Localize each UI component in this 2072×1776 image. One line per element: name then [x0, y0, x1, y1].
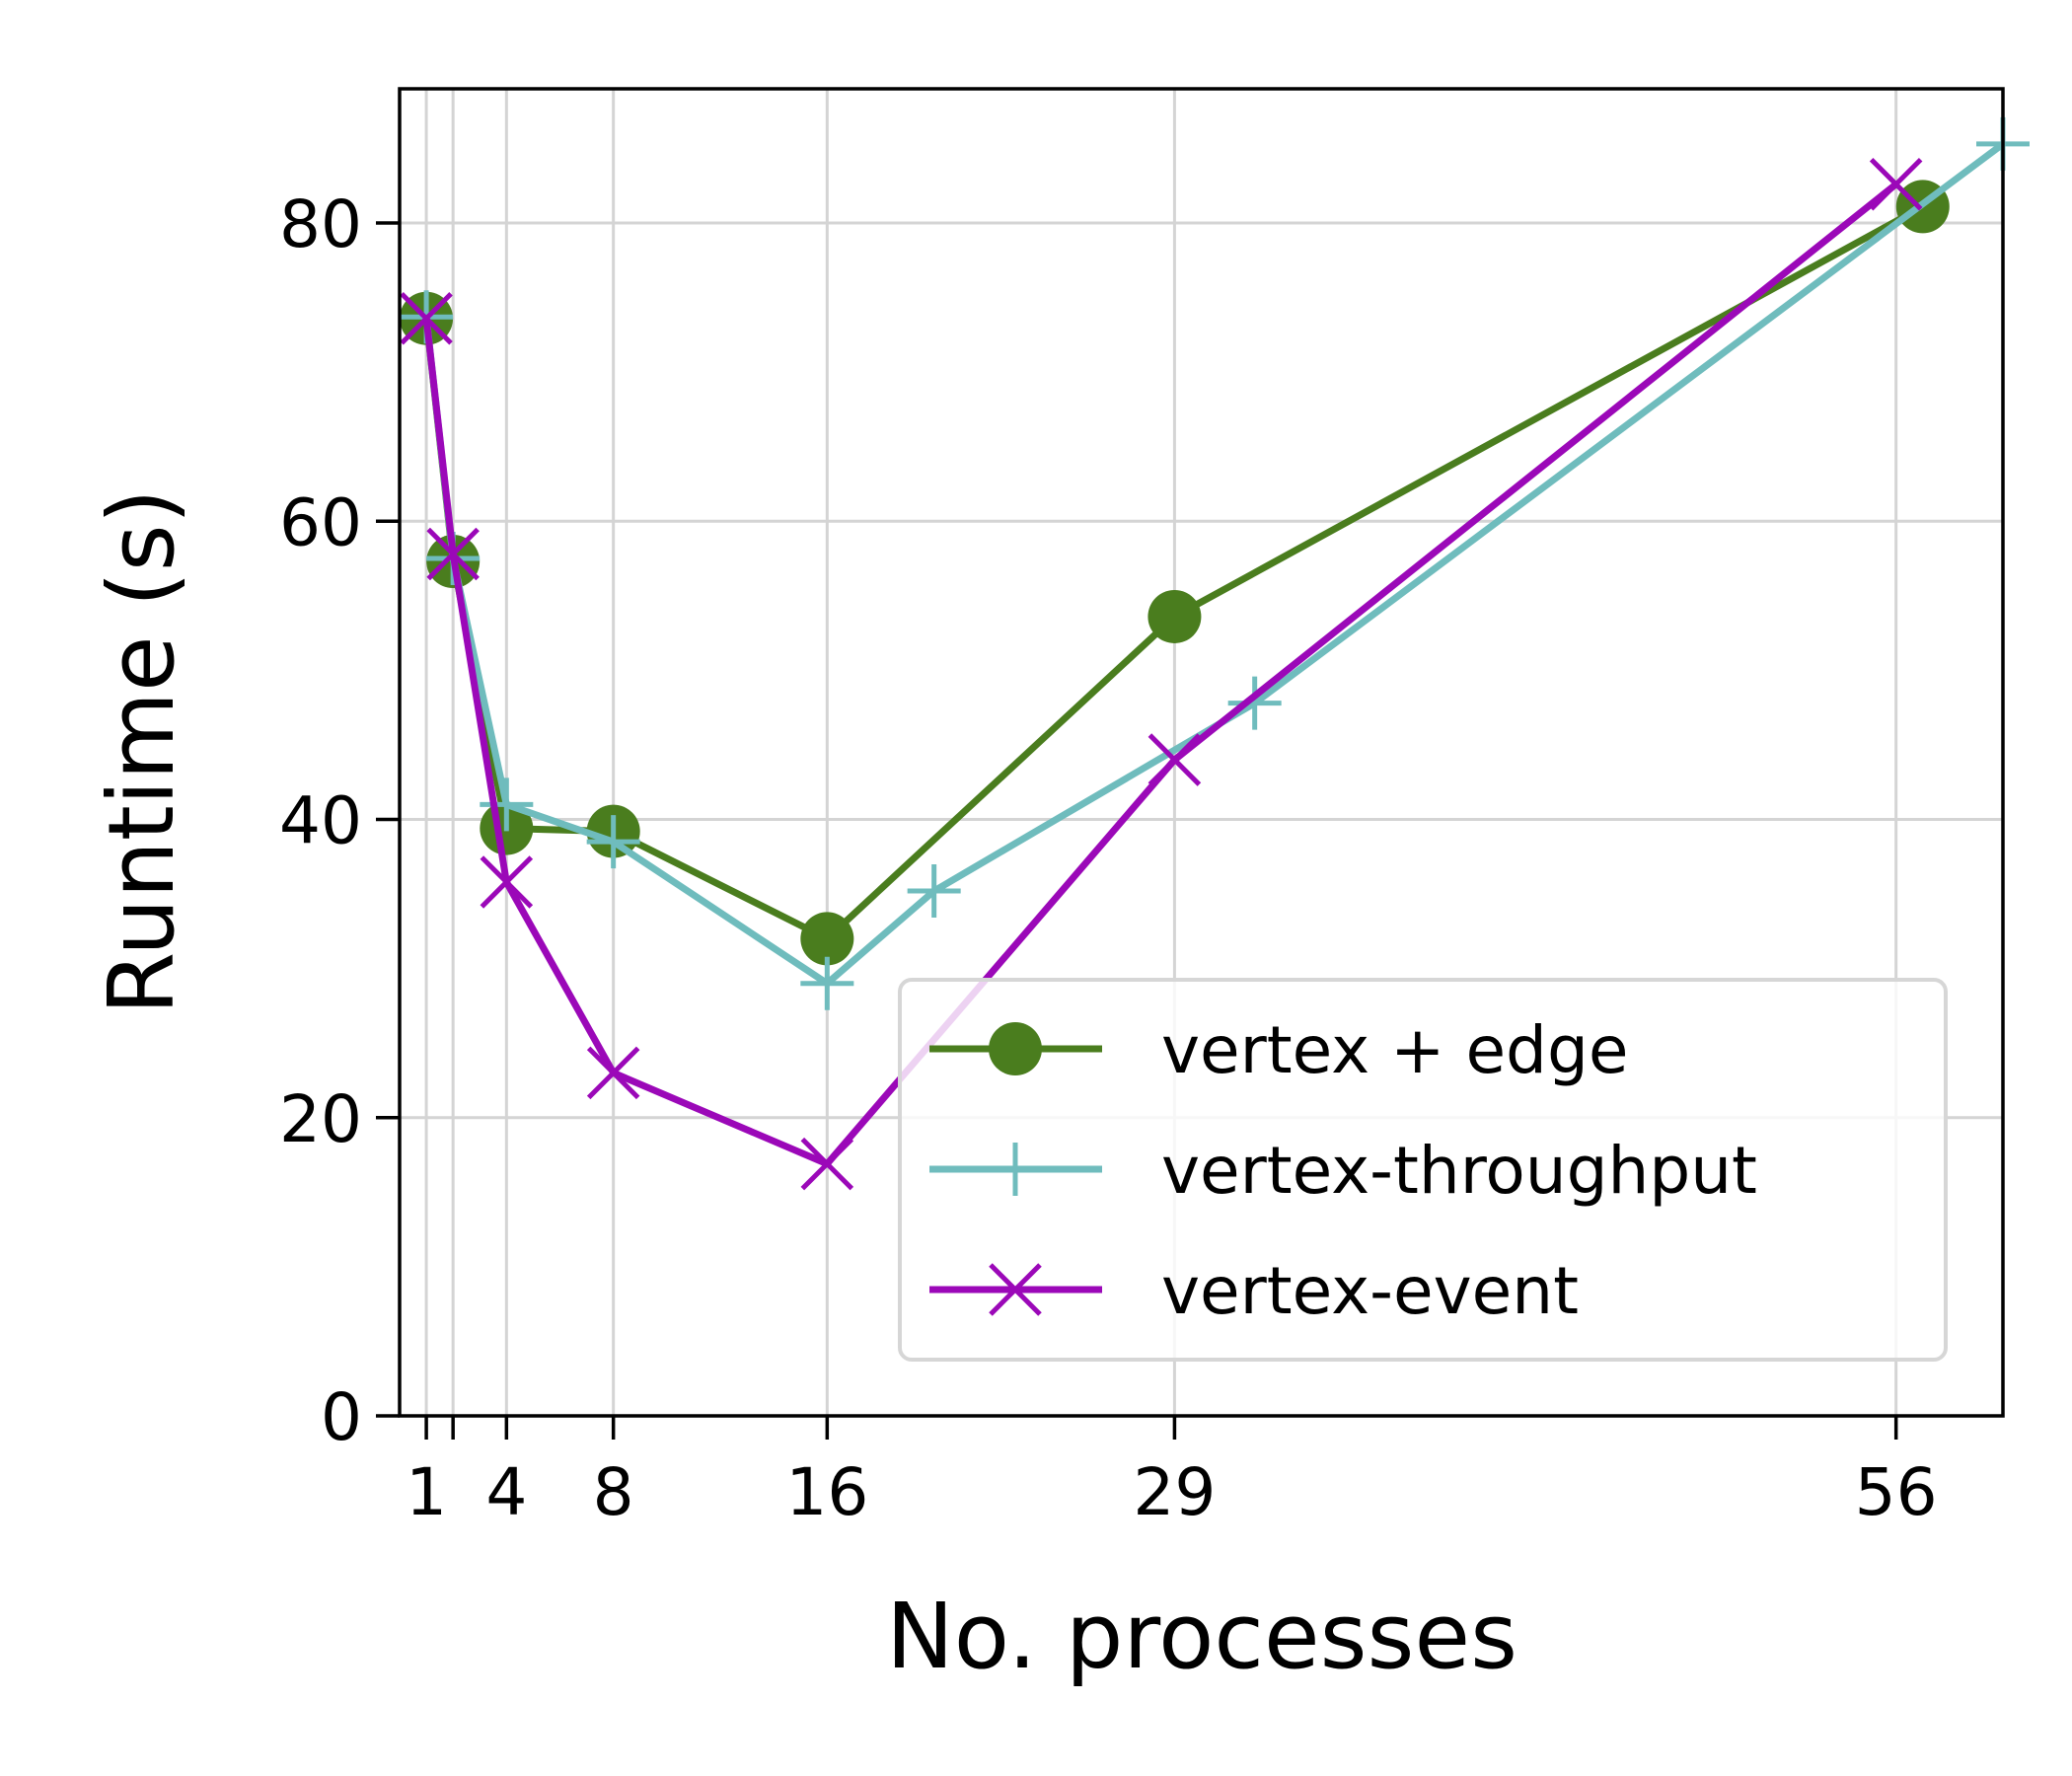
- data-point-plus: [907, 864, 961, 919]
- data-point-x: [1147, 733, 1202, 786]
- legend: vertex + edge vertex-throughput vertex-eve…: [898, 978, 1948, 1362]
- legend-item: vertex + edge: [929, 1012, 1628, 1088]
- data-point-x: [480, 855, 534, 909]
- y-tick-label: 40: [279, 783, 362, 859]
- data-point-plus: [586, 815, 640, 869]
- data-point-circle: [989, 1022, 1042, 1075]
- y-tick-label: 0: [321, 1379, 362, 1455]
- x-tick-label: 4: [485, 1454, 527, 1530]
- legend-label: vertex-throughput: [1161, 1133, 1757, 1209]
- legend-item: vertex-throughput: [929, 1133, 1757, 1209]
- x-tick-label: 8: [593, 1454, 634, 1530]
- y-axis-title: Runtime (s): [89, 488, 194, 1014]
- data-point-x: [400, 291, 453, 345]
- legend-label: vertex-event: [1161, 1253, 1579, 1329]
- data-point-x: [1869, 157, 1923, 211]
- data-point-x: [586, 1046, 640, 1100]
- series-vertex-event: [400, 157, 1923, 1191]
- x-axis-title: No. processes: [886, 1584, 1517, 1689]
- data-point-plus: [480, 777, 534, 832]
- y-tick-label: 20: [279, 1081, 362, 1157]
- y-tick-label: 80: [279, 186, 362, 262]
- y-tick-label: 60: [279, 484, 362, 560]
- legend-box: [898, 978, 1948, 1362]
- series-layer: [400, 116, 2030, 1191]
- x-tick-label: 1: [406, 1454, 447, 1530]
- x-tick-label: 16: [785, 1454, 868, 1530]
- y-axis-ticks: 0 20 40 60 80: [279, 186, 400, 1455]
- legend-item: vertex-event: [929, 1253, 1579, 1329]
- data-point-plus: [800, 956, 854, 1010]
- data-point-plus: [1227, 676, 1282, 730]
- data-point-x: [800, 1137, 854, 1191]
- data-point-circle: [800, 912, 854, 966]
- data-point-plus: [989, 1143, 1042, 1196]
- x-tick-label: 56: [1855, 1454, 1938, 1530]
- data-point-x: [426, 527, 480, 581]
- data-point-x: [989, 1263, 1042, 1316]
- x-tick-label: 29: [1133, 1454, 1216, 1530]
- data-point-circle: [1147, 589, 1202, 643]
- x-axis-ticks: 1 4 8 16 29 56: [406, 1416, 1938, 1530]
- legend-label: vertex + edge: [1161, 1012, 1628, 1088]
- plot-frame: [398, 87, 2005, 1418]
